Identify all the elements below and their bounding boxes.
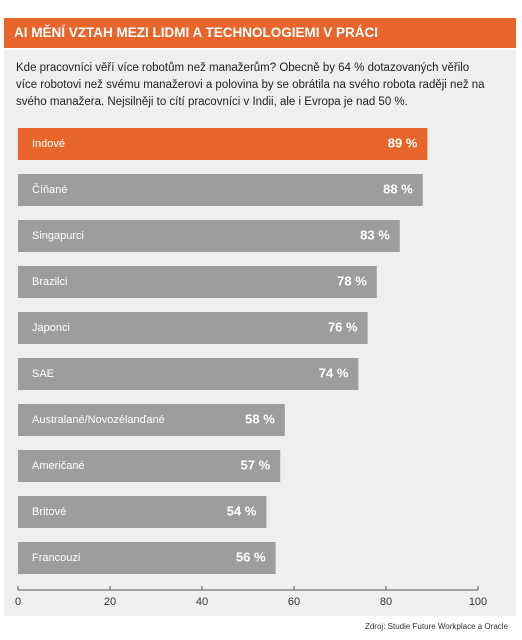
- value-label: 56 %: [236, 549, 266, 564]
- chart-subtitle: Kde pracovníci věří více robotům než man…: [16, 62, 485, 108]
- bar: [18, 450, 281, 482]
- bar: [18, 312, 368, 344]
- value-label: 76 %: [328, 319, 358, 334]
- value-label: 78 %: [337, 273, 367, 288]
- x-tick-label: 20: [104, 596, 116, 608]
- x-tick-label: 100: [469, 596, 487, 608]
- value-label: 83 %: [360, 227, 390, 242]
- bar-label: Britové: [32, 506, 66, 518]
- x-tick-label: 0: [15, 596, 21, 608]
- bar-label: Indové: [32, 138, 65, 150]
- bar-label: Australané/Novozélanďané: [32, 414, 165, 426]
- value-label: 57 %: [241, 457, 271, 472]
- bar: [18, 220, 400, 252]
- bar: [18, 358, 359, 390]
- value-label: 58 %: [245, 411, 275, 426]
- bar-label: Singapurci: [32, 230, 84, 242]
- bar-label: Brazilci: [32, 276, 67, 288]
- value-label: 54 %: [227, 503, 257, 518]
- bar: [18, 266, 377, 298]
- x-tick-label: 40: [196, 596, 208, 608]
- value-label: 88 %: [383, 181, 413, 196]
- bar: [18, 128, 428, 160]
- bar: [18, 404, 285, 436]
- bar-label: Francouzi: [32, 552, 80, 564]
- bar-label: Číňané: [32, 183, 67, 196]
- bar: [18, 174, 423, 206]
- value-label: 74 %: [319, 365, 349, 380]
- source: Zdroj: Studie Future Workplace a Oracle: [365, 622, 509, 631]
- x-tick-label: 80: [380, 596, 392, 608]
- bar-label: Japonci: [32, 322, 70, 334]
- bar: [18, 542, 276, 574]
- bar-label: SAE: [32, 368, 54, 380]
- bar-label: Američané: [32, 460, 85, 472]
- value-label: 89 %: [388, 135, 418, 150]
- x-tick-label: 60: [288, 596, 300, 608]
- chart-title: AI MĚNÍ VZTAH MEZI LIDMI A TECHNOLOGIEMI…: [4, 18, 516, 48]
- bar: [18, 496, 267, 528]
